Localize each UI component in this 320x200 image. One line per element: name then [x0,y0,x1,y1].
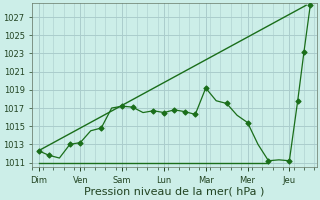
Point [120,105,125,108]
Point [301,50,307,53]
Point [36,149,41,152]
Point [224,102,229,105]
Point [78,141,83,144]
Point [99,126,104,130]
Point [172,108,177,111]
Point [245,121,250,124]
Point [46,154,52,157]
Point [67,143,72,146]
Point [151,109,156,112]
Point [266,159,271,162]
Point [193,113,198,116]
Point [182,110,188,113]
Point [295,99,300,102]
X-axis label: Pression niveau de la mer( hPa ): Pression niveau de la mer( hPa ) [84,187,265,197]
Point [161,111,166,114]
Point [308,4,313,7]
Point [287,159,292,162]
Point [203,86,208,90]
Point [130,106,135,109]
